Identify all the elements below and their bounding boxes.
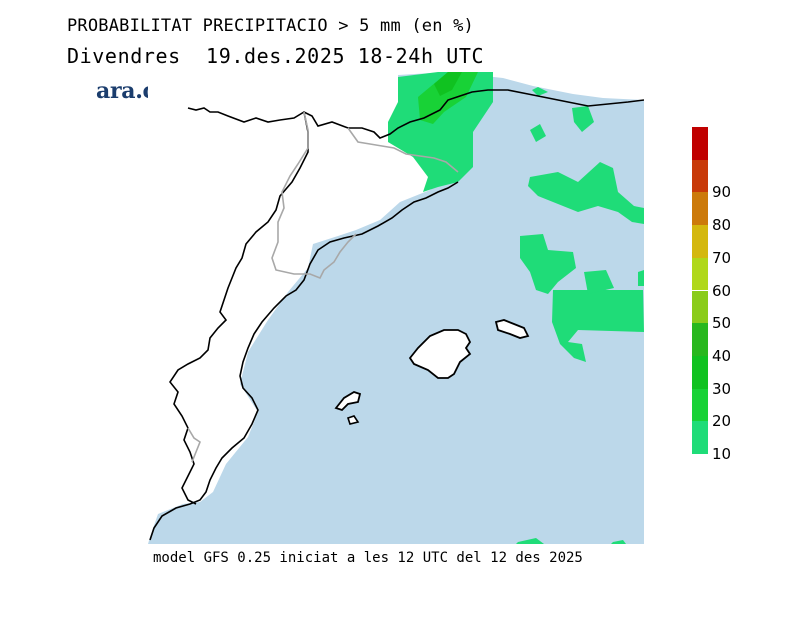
catalan-coastline [149,181,459,541]
legend-swatch-0 [692,421,708,454]
land-area [148,72,644,544]
legend-tick-50: 50 [712,314,732,333]
mallorca-island [408,329,472,379]
formentera-island [346,415,360,425]
legend-swatch-6 [692,225,708,258]
legend-swatch-1 [692,388,708,422]
inland-boundary [169,111,309,505]
regional-borders [271,111,357,280]
legend-swatch-8 [692,159,708,193]
legend-swatch-5 [692,257,708,291]
eivissa-island [334,391,362,412]
legend-swatch-7 [692,192,708,226]
legend-swatch-4 [692,290,708,324]
legend-tick-60: 60 [712,281,732,300]
precipitation-map [148,72,644,544]
legend-tick-30: 30 [712,379,732,398]
legend-tick-80: 80 [712,216,732,235]
precip-20-30 [418,72,478,124]
model-footer: model GFS 0.25 iniciat a les 12 UTC del … [153,550,583,566]
menorca-island [494,319,530,339]
map-subtitle: Divendres 19.des.2025 18-24h UTC [67,44,485,68]
precip-10-20 [388,72,644,544]
legend-tick-90: 90 [712,183,732,202]
legend-swatch-9 [692,127,708,160]
map-title: PROBABILITAT PRECIPITACIO > 5 mm (en %) [67,16,474,36]
regional-borders-south [187,427,201,463]
legend-swatch-3 [692,323,708,356]
map-svg [148,72,644,544]
legend-swatch-2 [692,355,708,389]
regional-borders-north [347,127,459,173]
pyrenees-coastline [187,89,644,139]
legend-tick-10: 10 [712,445,732,463]
probability-legend: 10 20 30 40 50 60 70 80 90 [692,127,731,462]
legend-tick-70: 70 [712,248,732,267]
precip-30-40 [434,72,462,96]
legend-tick-20: 20 [712,412,732,431]
legend-tick-40: 40 [712,346,732,365]
